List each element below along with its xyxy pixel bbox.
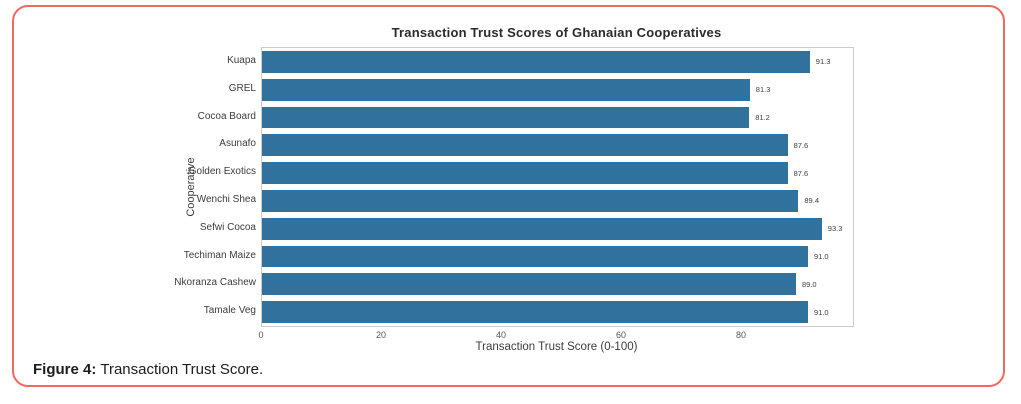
- bar: [262, 162, 788, 185]
- y-tick-labels: Kuapa GREL Cocoa Board Asunafo Golden Exotic…: [0, 47, 256, 325]
- figure-caption-text: Transaction Trust Score.: [100, 361, 264, 378]
- y-tick-label: Cocoa Board: [197, 110, 256, 122]
- x-tick-labels: 0 20 40 60 80: [258, 330, 852, 342]
- y-tick-label: Techiman Maize: [183, 249, 256, 261]
- y-tick-label: Asunafo: [219, 138, 256, 150]
- chart-title: Transaction Trust Scores of Ghanaian Coo…: [391, 25, 722, 40]
- bar-value-label: 93.3: [827, 224, 843, 234]
- bar: [262, 189, 799, 212]
- bar-value-label: 87.6: [793, 168, 809, 178]
- bar-row: 87.6: [262, 131, 853, 159]
- bar-value-label: 91.0: [814, 307, 829, 317]
- bar: [262, 217, 822, 240]
- y-tick-label: Nkoranza Cashew: [174, 277, 256, 289]
- y-tick-label: Wenchi Shea: [196, 193, 256, 205]
- bar: [262, 134, 788, 157]
- bar-row: 91.0: [262, 298, 853, 326]
- y-tick-label: Kuapa: [227, 54, 256, 66]
- x-tick-label: 20: [375, 330, 387, 340]
- bar-value-label: 81.3: [755, 85, 771, 95]
- bar: [262, 106, 750, 129]
- bar-row: 81.2: [262, 104, 853, 132]
- bar-value-label: 91.0: [814, 251, 829, 261]
- bar: [262, 50, 810, 73]
- bar-row: 87.6: [262, 159, 853, 187]
- bar-row: 93.3: [262, 215, 853, 243]
- bar: [262, 245, 808, 268]
- bar-value-label: 89.0: [802, 279, 817, 289]
- y-tick-label: GREL: [228, 82, 256, 94]
- x-tick-label: 60: [615, 330, 627, 340]
- x-tick-label: 0: [258, 330, 264, 340]
- bar: [262, 78, 750, 101]
- bar: [262, 273, 796, 296]
- x-axis-label: Transaction Trust Score (0-100): [475, 341, 638, 353]
- y-tick-label: Golden Exotics: [188, 166, 256, 178]
- bar-row: 91.0: [262, 243, 853, 271]
- bar-row: 89.4: [262, 187, 853, 215]
- figure-caption: Figure 4: Transaction Trust Score.: [33, 361, 263, 378]
- bar-row: 91.3: [262, 48, 853, 76]
- figure-caption-number: Figure 4:: [33, 361, 97, 378]
- x-tick-label: 80: [735, 330, 747, 340]
- bar-value-label: 81.2: [755, 112, 770, 122]
- bar: [262, 301, 808, 324]
- y-tick-label: Sefwi Cocoa: [199, 221, 256, 233]
- bar-row: 89.0: [262, 270, 853, 298]
- x-tick-label: 40: [495, 330, 507, 340]
- bar-value-label: 91.3: [815, 57, 831, 67]
- bar-value-label: 89.4: [804, 196, 819, 206]
- bar-value-label: 87.6: [793, 140, 809, 150]
- plot-area: 91.3 81.3 81.2 87.6 87.6 89.4 93.3 91.0 89.0 91.0: [261, 47, 854, 327]
- bar-row: 81.3: [262, 76, 853, 104]
- y-tick-label: Tamale Veg: [203, 305, 256, 317]
